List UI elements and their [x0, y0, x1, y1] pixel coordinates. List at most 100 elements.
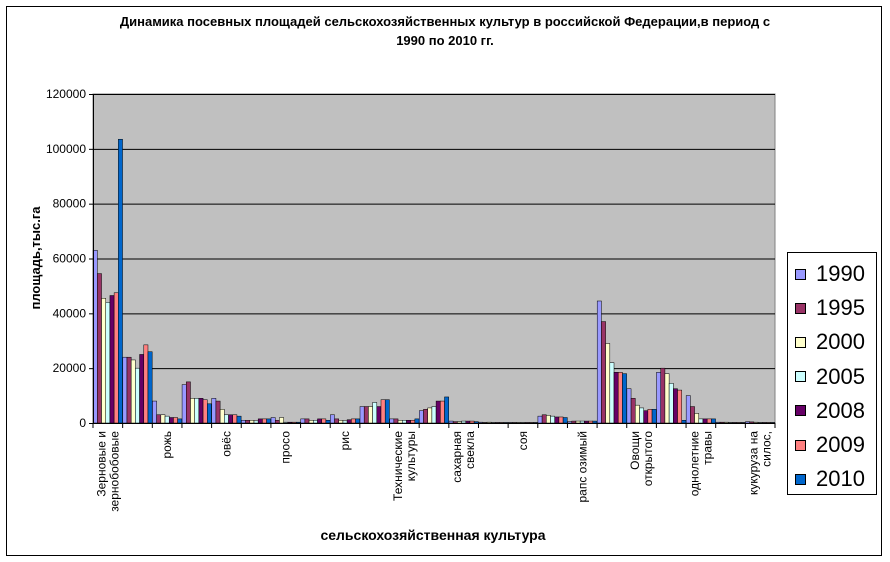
bar-2005-15 — [550, 415, 555, 424]
bar-1995-22 — [749, 421, 755, 424]
bar-2008-7 — [317, 418, 322, 424]
bar-1995-2 — [156, 414, 162, 424]
legend-item-2005: 2005 — [795, 362, 865, 392]
bar-2000-4 — [219, 409, 225, 424]
legend-label: 2008 — [816, 397, 865, 423]
bar-2010-2 — [177, 418, 183, 424]
bar-2005-0 — [105, 302, 111, 424]
bar-2009-21 — [736, 422, 742, 424]
bar-1990-2 — [152, 400, 157, 424]
bar-2005-9 — [372, 402, 378, 424]
bar-2010-13 — [503, 422, 509, 424]
bar-2005-21 — [728, 422, 733, 424]
legend-label: 2010 — [816, 466, 865, 492]
x-tick-label: однолетние — [687, 431, 701, 497]
bar-2005-5 — [253, 420, 259, 424]
bar-2010-16 — [592, 420, 598, 424]
y-tick-label: 100000 — [46, 142, 86, 156]
legend-label: 2009 — [816, 432, 865, 457]
bar-2009-5 — [262, 418, 267, 424]
bar-2009-3 — [202, 399, 208, 424]
bar-1990-14 — [508, 422, 513, 424]
bar-1995-4 — [215, 400, 221, 424]
bar-2008-19 — [673, 388, 678, 424]
y-axis-title: площадь,тыс.га — [28, 206, 43, 310]
bar-2008-16 — [584, 420, 589, 424]
bar-2000-0 — [101, 298, 106, 424]
legend-swatch — [795, 405, 806, 417]
bar-2009-7 — [321, 418, 327, 424]
bar-2000-13 — [486, 421, 492, 424]
bar-2000-8 — [338, 420, 344, 424]
bar-1995-21 — [719, 421, 725, 424]
bar-2008-17 — [613, 372, 619, 424]
bar-1995-6 — [274, 420, 280, 424]
bar-1995-18 — [630, 398, 636, 424]
bar-1995-1 — [126, 356, 132, 424]
bar-2009-4 — [232, 414, 238, 424]
bar-2009-2 — [173, 417, 178, 424]
bar-2005-18 — [639, 407, 644, 424]
bar-2005-14 — [520, 422, 526, 424]
bar-2010-9 — [384, 399, 390, 424]
y-tick-label: 40000 — [53, 306, 87, 320]
bar-2008-18 — [643, 410, 649, 424]
legend-label: 2005 — [816, 363, 865, 389]
x-tick-label: соя — [516, 431, 530, 450]
bar-1995-5 — [245, 420, 251, 424]
bar-2000-3 — [190, 398, 195, 424]
bar-2010-20 — [711, 418, 716, 424]
bar-1995-15 — [541, 414, 547, 424]
x-axis-title: сельскохозяйственная культура — [320, 527, 545, 543]
bar-1990-3 — [181, 384, 187, 424]
bar-2005-13 — [490, 422, 496, 424]
legend-swatch — [795, 439, 806, 451]
legend-label: 1995 — [816, 295, 865, 321]
bar-2010-15 — [562, 417, 568, 424]
bar-1995-7 — [304, 418, 310, 424]
bar-2000-6 — [279, 417, 284, 424]
bar-1995-14 — [512, 422, 517, 424]
x-tick-label: зернобобовые — [107, 431, 121, 512]
bar-2000-21 — [723, 421, 729, 424]
bar-1995-11 — [423, 409, 428, 424]
x-tick-label: силос, — [760, 431, 774, 467]
bar-2008-11 — [435, 400, 441, 424]
bar-2009-8 — [351, 418, 356, 424]
bar-1990-11 — [419, 410, 424, 424]
y-tick-label: 80000 — [53, 197, 87, 211]
legend-label: 2000 — [816, 329, 865, 355]
bar-2005-6 — [283, 421, 289, 424]
bar-2000-16 — [575, 420, 581, 424]
bar-2005-11 — [431, 406, 437, 424]
bar-2000-1 — [130, 359, 136, 424]
chart-title: Динамика посевных площадей сельскохозяйс… — [100, 12, 790, 50]
x-tick-label: открытого — [641, 431, 655, 487]
bar-2008-0 — [109, 295, 115, 424]
bar-1995-16 — [571, 420, 577, 424]
bar-2009-18 — [647, 409, 653, 424]
bar-2009-11 — [440, 400, 445, 424]
bar-2008-14 — [524, 422, 530, 424]
bar-1990-15 — [537, 415, 543, 424]
bar-2005-8 — [342, 420, 348, 424]
bar-1990-4 — [211, 398, 217, 424]
x-tick-label: рапс озимый — [575, 431, 589, 503]
bar-2009-6 — [291, 421, 297, 424]
bar-1995-17 — [601, 321, 606, 424]
bar-2010-4 — [236, 415, 242, 424]
bar-2008-21 — [732, 422, 738, 424]
bar-1990-5 — [241, 420, 246, 424]
bar-2010-8 — [355, 418, 360, 424]
bar-2000-12 — [457, 421, 462, 424]
bar-1990-9 — [359, 406, 365, 424]
legend-swatch — [795, 302, 806, 314]
bar-2008-6 — [287, 421, 293, 424]
bar-1995-12 — [452, 421, 458, 424]
bar-2010-21 — [740, 422, 746, 424]
x-tick-label: овёс — [219, 431, 233, 457]
bar-1995-0 — [97, 273, 102, 424]
bar-2000-9 — [368, 406, 373, 424]
bar-1990-10 — [389, 418, 395, 424]
bar-2005-12 — [461, 420, 466, 424]
